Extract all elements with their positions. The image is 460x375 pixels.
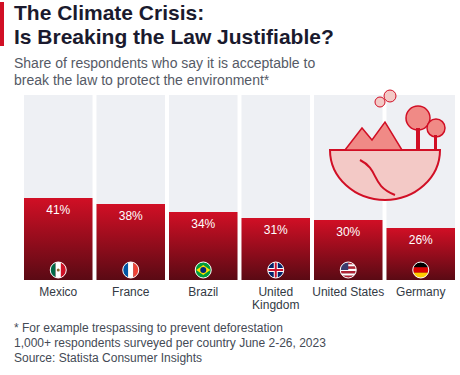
tree bbox=[427, 119, 445, 137]
data-label: 34% bbox=[191, 217, 215, 231]
flag-part bbox=[340, 271, 356, 273]
title-accent bbox=[0, 2, 4, 46]
river bbox=[360, 160, 395, 195]
flag bbox=[123, 262, 139, 278]
cloud bbox=[375, 97, 385, 107]
flag-border bbox=[195, 262, 211, 278]
category-label-line: Germany bbox=[396, 285, 445, 299]
title-line: Is Breaking the Law Justifiable? bbox=[14, 25, 334, 48]
title: The Climate Crisis:Is Breaking the Law J… bbox=[14, 1, 334, 48]
category-label-line: France bbox=[112, 285, 150, 299]
flag-border bbox=[123, 262, 139, 278]
category-label: UnitedKingdom bbox=[252, 285, 299, 312]
category-label: Mexico bbox=[39, 285, 77, 299]
subtitle-line: break the law to protect the environment… bbox=[14, 72, 270, 88]
category-label-line: Mexico bbox=[39, 285, 77, 299]
bar bbox=[24, 198, 93, 280]
flag-part bbox=[200, 267, 206, 273]
data-label: 41% bbox=[46, 203, 70, 217]
column-background bbox=[24, 95, 93, 280]
column-background bbox=[169, 95, 238, 280]
bowl bbox=[330, 150, 440, 200]
category-label-line: United bbox=[258, 285, 293, 299]
bar bbox=[169, 212, 238, 280]
flag-part bbox=[195, 262, 211, 278]
cloud bbox=[384, 90, 396, 102]
note: * For example trespassing to prevent def… bbox=[14, 321, 283, 335]
flag bbox=[268, 262, 284, 278]
flag bbox=[413, 262, 429, 278]
bar bbox=[314, 220, 383, 280]
illustration bbox=[330, 90, 445, 200]
category-label-line: United States bbox=[312, 285, 384, 299]
note: 1,000+ respondents surveyed per country … bbox=[14, 336, 326, 350]
tree-trunk bbox=[416, 128, 420, 150]
category-label-line: Brazil bbox=[188, 285, 218, 299]
flag-border bbox=[413, 262, 429, 278]
flag bbox=[340, 262, 356, 278]
data-label: 30% bbox=[336, 225, 360, 239]
flag-border bbox=[50, 262, 66, 278]
flag-part bbox=[268, 269, 284, 271]
subtitle-line: Share of respondents who say it is accep… bbox=[14, 55, 315, 71]
data-label: 31% bbox=[264, 223, 288, 237]
flag-part bbox=[413, 267, 429, 272]
source: Source: Statista Consumer Insights bbox=[14, 351, 202, 365]
category-label: France bbox=[112, 285, 150, 299]
bar bbox=[97, 204, 166, 280]
chart: The Climate Crisis:Is Breaking the Law J… bbox=[0, 0, 460, 375]
flag-border bbox=[340, 262, 356, 278]
column-background bbox=[242, 95, 311, 280]
flag bbox=[50, 262, 66, 278]
data-label: 38% bbox=[119, 209, 143, 223]
flags bbox=[50, 262, 429, 278]
flag-part bbox=[128, 262, 133, 278]
mountains bbox=[345, 122, 402, 150]
column-background bbox=[97, 95, 166, 280]
bars bbox=[24, 198, 455, 280]
flag-part bbox=[56, 262, 61, 278]
flag-part bbox=[57, 269, 60, 272]
category-label: Brazil bbox=[188, 285, 218, 299]
bar bbox=[242, 218, 311, 280]
flag bbox=[195, 262, 211, 278]
flag-part bbox=[268, 262, 284, 278]
category-label: United States bbox=[312, 285, 384, 299]
flag-part bbox=[196, 265, 210, 275]
category-label: Germany bbox=[396, 285, 445, 299]
flag-border bbox=[268, 262, 284, 278]
bar bbox=[387, 228, 456, 280]
tree-trunk bbox=[434, 135, 437, 150]
subtitle: Share of respondents who say it is accep… bbox=[14, 55, 315, 88]
data-label: 26% bbox=[409, 233, 433, 247]
title-line: The Climate Crisis: bbox=[14, 1, 204, 24]
labels: 41% 38% 34% 31% 30% 26% bbox=[46, 203, 433, 247]
category-label-line: Kingdom bbox=[252, 298, 299, 312]
